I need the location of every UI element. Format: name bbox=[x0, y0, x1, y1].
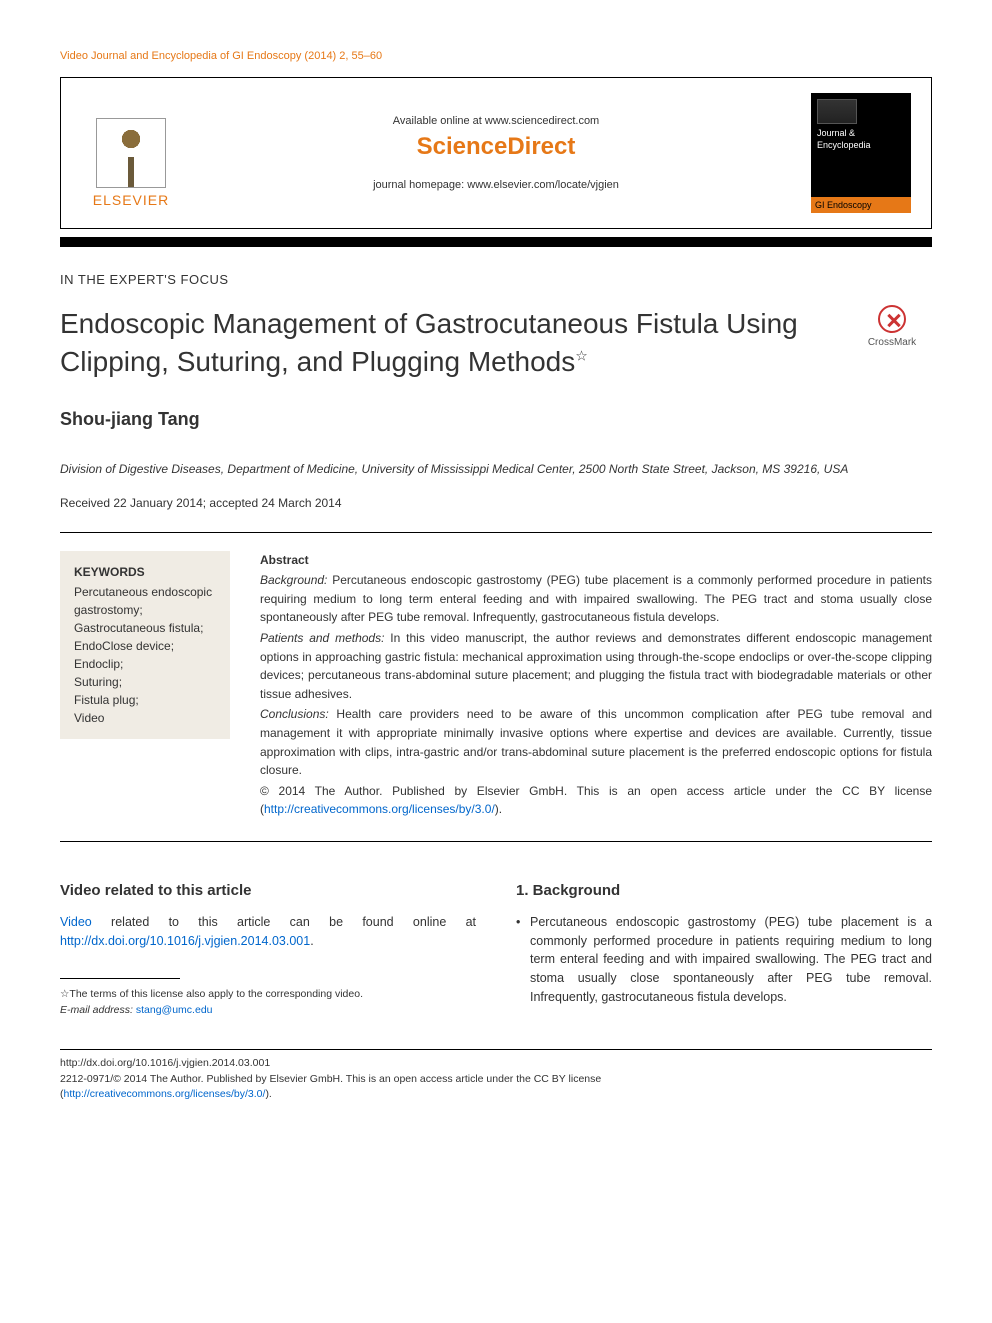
journal-volume: 2 bbox=[339, 50, 345, 62]
footnote-block: ☆The terms of this license also apply to… bbox=[60, 987, 476, 1019]
video-doi-link[interactable]: http://dx.doi.org/10.1016/j.vjgien.2014.… bbox=[60, 934, 310, 948]
license-link[interactable]: http://creativecommons.org/licenses/by/3… bbox=[264, 802, 495, 816]
homepage-label: journal homepage: bbox=[373, 179, 464, 191]
footnote-email: E-mail address: stang@umc.edu bbox=[60, 1003, 476, 1019]
abs-conclusions-text: Health care providers need to be aware o… bbox=[260, 707, 932, 777]
abs-conclusions-label: Conclusions: bbox=[260, 707, 329, 721]
cover-line1: Journal & bbox=[817, 128, 905, 140]
video-section-text: Video related to this article can be fou… bbox=[60, 913, 476, 951]
section-label: IN THE EXPERT'S FOCUS bbox=[60, 272, 932, 287]
left-column: Video related to this article Video rela… bbox=[60, 882, 476, 1019]
keyword-item: Gastrocutaneous fistula; bbox=[74, 619, 216, 637]
journal-homepage: journal homepage: www.elsevier.com/locat… bbox=[181, 179, 811, 191]
background-heading: 1. Background bbox=[516, 882, 932, 899]
video-link-word[interactable]: Video bbox=[60, 915, 92, 929]
cover-top: Journal & Encyclopedia bbox=[817, 99, 905, 151]
journal-pages: 55–60 bbox=[352, 50, 383, 62]
footer-issn-line: 2212-0971/© 2014 The Author. Published b… bbox=[60, 1072, 932, 1088]
footer-license-line: (http://creativecommons.org/licenses/by/… bbox=[60, 1087, 932, 1103]
article-page: Video Journal and Encyclopedia of GI End… bbox=[0, 0, 992, 1143]
abs-background-text: Percutaneous endoscopic gastrostomy (PEG… bbox=[260, 573, 932, 624]
keyword-item: EndoClose device; bbox=[74, 637, 216, 655]
journal-name-link[interactable]: Video Journal and Encyclopedia of GI End… bbox=[60, 50, 301, 62]
keyword-item: Fistula plug; bbox=[74, 691, 216, 709]
crossmark-badge[interactable]: CrossMark bbox=[852, 305, 932, 348]
paren-close: ). bbox=[265, 1088, 271, 1100]
keywords-heading: KEYWORDS bbox=[74, 563, 216, 581]
footer-separator bbox=[60, 1049, 932, 1050]
body-columns: Video related to this article Video rela… bbox=[60, 882, 932, 1019]
star-symbol: ☆ bbox=[60, 988, 69, 1000]
publisher-bar: ELSEVIER Available online at www.science… bbox=[60, 77, 932, 229]
background-bullet: Percutaneous endoscopic gastrostomy (PEG… bbox=[530, 913, 932, 1007]
keyword-item: Video bbox=[74, 709, 216, 727]
email-label: E-mail address: bbox=[60, 1004, 133, 1016]
abstract-block: KEYWORDS Percutaneous endoscopic gastros… bbox=[60, 532, 932, 842]
author-email-link[interactable]: stang@umc.edu bbox=[136, 1004, 213, 1016]
homepage-link[interactable]: www.elsevier.com/locate/vjgien bbox=[467, 179, 619, 191]
elsevier-logo[interactable]: ELSEVIER bbox=[81, 98, 181, 208]
abs-background-label: Background: bbox=[260, 573, 327, 587]
right-column: 1. Background Percutaneous endoscopic ga… bbox=[516, 882, 932, 1019]
author-affiliation: Division of Digestive Diseases, Departme… bbox=[60, 460, 932, 478]
keyword-item: Percutaneous endoscopic gastrostomy; bbox=[74, 583, 216, 619]
journal-year: (2014) bbox=[304, 50, 336, 62]
journal-cover-thumbnail[interactable]: Journal & Encyclopedia GI Endoscopy bbox=[811, 93, 911, 213]
sciencedirect-logo[interactable]: ScienceDirect bbox=[181, 133, 811, 161]
abstract-text: Abstract Background: Percutaneous endosc… bbox=[260, 551, 932, 821]
crossmark-label: CrossMark bbox=[868, 337, 916, 348]
title-text: Endoscopic Management of Gastrocutaneous… bbox=[60, 308, 798, 377]
footer-license-link[interactable]: http://creativecommons.org/licenses/by/3… bbox=[64, 1088, 266, 1100]
video-text-mid: related to this article can be found onl… bbox=[92, 915, 476, 929]
cover-bottom: GI Endoscopy bbox=[811, 197, 911, 213]
elsevier-tree-icon bbox=[96, 118, 166, 188]
author-name: Shou-jiang Tang bbox=[60, 409, 932, 430]
video-text-end: . bbox=[310, 934, 313, 948]
article-title: Endoscopic Management of Gastrocutaneous… bbox=[60, 305, 832, 381]
elsevier-label: ELSEVIER bbox=[93, 192, 169, 208]
abs-methods-label: Patients and methods: bbox=[260, 631, 384, 645]
journal-reference: Video Journal and Encyclopedia of GI End… bbox=[60, 50, 932, 62]
background-list: Percutaneous endoscopic gastrostomy (PEG… bbox=[516, 913, 932, 1007]
abstract-heading: Abstract bbox=[260, 553, 309, 567]
footer-doi: http://dx.doi.org/10.1016/j.vjgien.2014.… bbox=[60, 1056, 932, 1072]
footnote-star: ☆The terms of this license also apply to… bbox=[60, 987, 476, 1003]
abs-copyright-end: ). bbox=[495, 802, 502, 816]
keyword-item: Suturing; bbox=[74, 673, 216, 691]
cover-line2: Encyclopedia bbox=[817, 140, 905, 152]
video-section-heading: Video related to this article bbox=[60, 882, 476, 899]
title-row: Endoscopic Management of Gastrocutaneous… bbox=[60, 305, 932, 381]
title-star-note: ☆ bbox=[575, 347, 588, 363]
keywords-box: KEYWORDS Percutaneous endoscopic gastros… bbox=[60, 551, 230, 739]
star-footnote-text: The terms of this license also apply to … bbox=[69, 988, 363, 1000]
divider-bar bbox=[60, 237, 932, 247]
keyword-item: Endoclip; bbox=[74, 655, 216, 673]
crossmark-icon bbox=[878, 305, 906, 333]
available-online-text: Available online at www.sciencedirect.co… bbox=[181, 115, 811, 127]
footnote-separator bbox=[60, 978, 180, 979]
publisher-center: Available online at www.sciencedirect.co… bbox=[181, 115, 811, 191]
video-icon bbox=[817, 99, 857, 124]
page-footer: http://dx.doi.org/10.1016/j.vjgien.2014.… bbox=[60, 1056, 932, 1103]
article-dates: Received 22 January 2014; accepted 24 Ma… bbox=[60, 496, 932, 510]
